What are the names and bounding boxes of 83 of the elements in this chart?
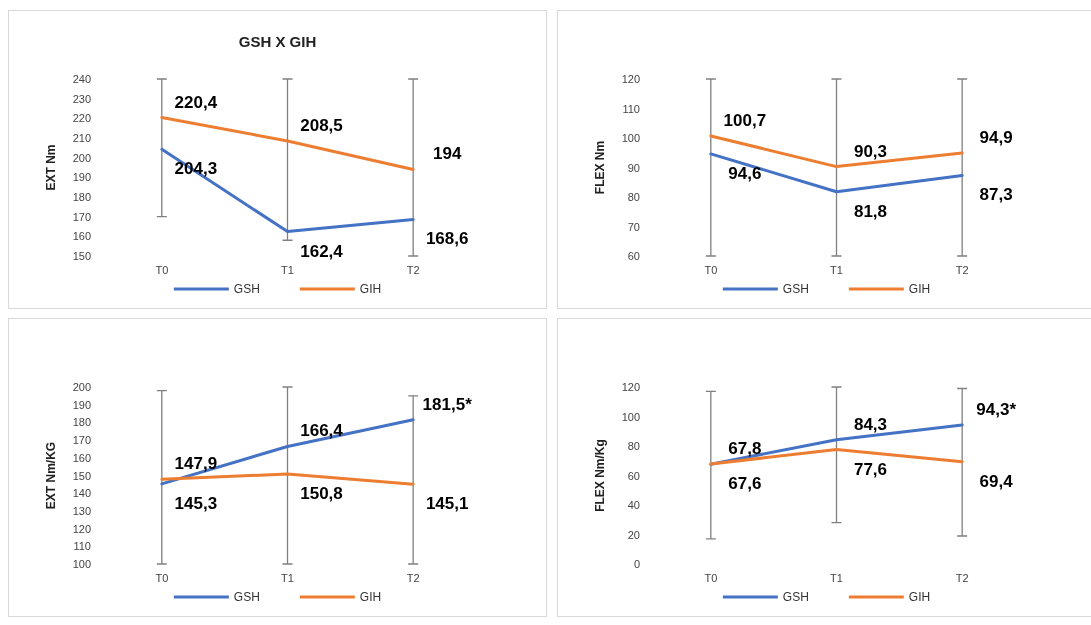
x-tick-label: T2 [955,571,969,583]
y-tick-label: 240 [72,73,91,85]
y-axis-title: FLEX Nm [593,140,607,195]
y-tick-label: 220 [72,112,91,125]
x-tick-label: T2 [955,263,969,276]
y-tick-label: 200 [72,151,91,164]
y-axis-title: EXT Nm [44,144,58,191]
y-tick-label: 160 [72,230,91,243]
y-tick-label: 180 [72,415,91,428]
x-tick-label: T1 [830,571,843,583]
data-label: 194 [432,144,462,164]
y-tick-label: 80 [627,191,640,203]
y-tick-label: 180 [72,191,91,203]
y-tick-label: 100 [621,132,640,144]
data-label: 84,3 [853,414,888,434]
y-tick-label: 80 [627,439,640,452]
data-label: 145,3 [174,493,218,513]
y-tick-label: 0 [633,557,640,570]
y-tick-label: 70 [627,220,640,233]
data-label: 87,3 [979,185,1013,205]
x-tick-label: T0 [155,263,169,276]
data-label: 69,4 [979,471,1014,491]
y-tick-label: 120 [621,73,640,85]
x-tick-label: T1 [830,263,843,276]
y-tick-label: 160 [72,451,91,464]
data-label: 150,8 [300,483,343,503]
data-label: 67,6 [728,473,762,493]
y-tick-label: 20 [627,528,640,540]
y-tick-label: 210 [72,132,91,144]
y-tick-label: 150 [72,469,91,481]
x-tick-label: T0 [155,571,169,583]
data-label: 181,5* [422,394,473,414]
y-tick-label: 140 [72,486,91,499]
y-tick-label: 90 [627,161,640,174]
x-tick-label: T0 [704,571,718,583]
y-tick-label: 100 [72,557,91,570]
y-tick-label: 110 [622,102,640,115]
legend-label: GIH [359,589,382,604]
data-label: 77,6 [853,459,888,479]
y-tick-label: 40 [627,498,640,511]
data-label: 94,9 [979,128,1013,148]
data-label: 162,4 [300,241,344,261]
legend-label: GSH [782,282,809,296]
x-tick-label: T2 [406,571,420,583]
y-tick-label: 200 [72,380,91,393]
y-axis-title: FLEX Nm/Kg [593,438,607,512]
legend-label: GIH [908,282,931,296]
y-tick-label: 110 [73,539,91,552]
x-tick-label: T2 [406,263,420,276]
x-tick-label: T1 [281,571,294,583]
legend-label: GIH [908,589,931,604]
data-label: 100,7 [723,110,767,130]
y-tick-label: 60 [627,250,640,262]
legend-label: GIH [359,282,382,296]
x-tick-label: T1 [281,263,294,276]
data-label: 67,8 [728,438,762,458]
chart-title: GSH X GIH [238,33,317,50]
legend-label: GSH [233,282,260,296]
data-label: 94,3* [976,399,1017,419]
y-tick-label: 60 [627,469,640,481]
y-tick-label: 170 [72,210,91,223]
x-tick-label: T0 [704,263,718,276]
data-label: 90,3 [853,141,888,161]
y-tick-label: 120 [72,522,91,535]
legend-label: GSH [233,589,260,604]
legend-label: GSH [782,589,809,604]
y-tick-label: 120 [621,380,640,393]
y-tick-label: 170 [72,433,91,446]
y-axis-title: EXT Nm/KG [44,441,58,509]
data-label: 147,9 [174,453,218,473]
y-tick-label: 130 [72,504,91,517]
data-label: 94,6 [728,163,762,183]
y-tick-label: 150 [72,250,91,262]
y-tick-label: 190 [72,398,91,411]
y-tick-label: 100 [621,410,640,422]
data-label: 81,8 [853,201,888,221]
data-label: 145,1 [425,493,469,513]
data-label: 208,5 [300,115,343,135]
y-tick-label: 230 [72,92,91,105]
data-label: 168,6 [425,229,469,249]
y-tick-label: 190 [72,171,91,184]
data-label: 220,4 [174,92,218,112]
data-label: 166,4 [300,420,344,440]
